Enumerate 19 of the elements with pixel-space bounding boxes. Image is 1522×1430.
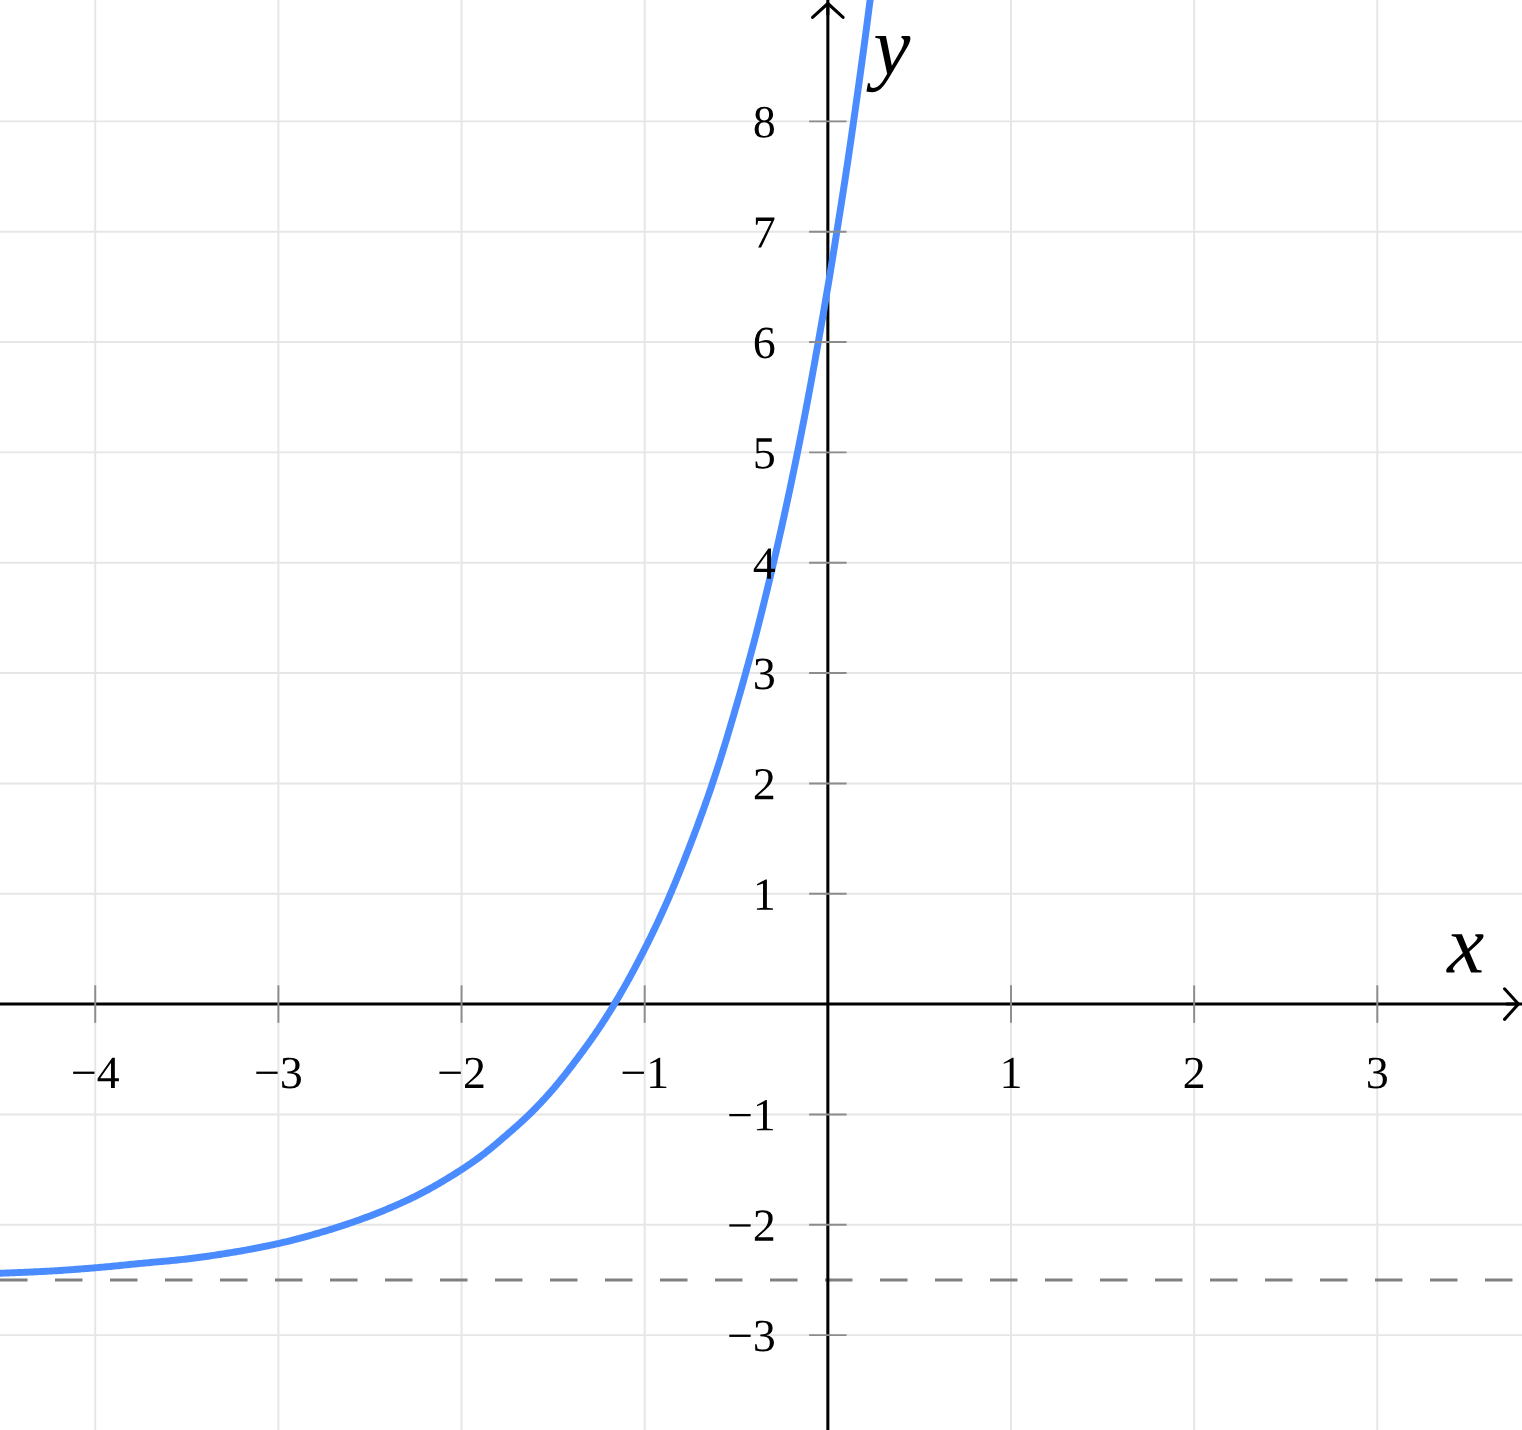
- x-tick-label: −2: [439, 1057, 484, 1088]
- y-tick-label: 6: [754, 327, 775, 359]
- x-tick-label: 3: [1368, 1057, 1387, 1089]
- x-tick-label: 1: [1003, 1057, 1020, 1088]
- y-tick-label: 5: [755, 438, 774, 469]
- y-tick-label: −3: [729, 1320, 774, 1352]
- x-tick-label: −1: [622, 1057, 667, 1088]
- y-tick-label: 7: [755, 217, 775, 248]
- x-tick-label: −4: [73, 1057, 119, 1088]
- y-tick-label: −1: [729, 1100, 774, 1131]
- x-tick-label: 2: [1184, 1057, 1204, 1088]
- x-tick-label: −3: [256, 1057, 301, 1089]
- y-axis-title: y: [866, 35, 911, 93]
- y-tick-label: 1: [756, 879, 774, 910]
- y-tick-label: 3: [755, 658, 774, 690]
- y-tick-label: 2: [754, 768, 774, 800]
- y-tick-label: −2: [729, 1210, 774, 1241]
- x-axis-title: x: [1446, 934, 1484, 973]
- y-tick-label: 8: [754, 106, 775, 138]
